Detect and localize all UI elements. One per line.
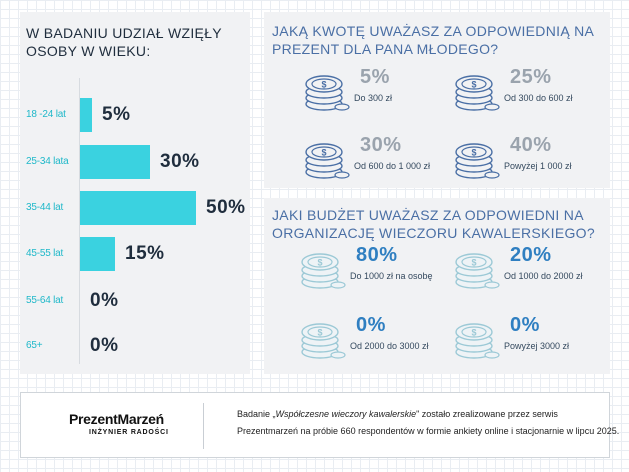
gift-amount-item: $40% Powyżej 1 000 zł (452, 134, 622, 184)
age-group-label: 35-44 lat (26, 202, 64, 213)
budget-amount-percent: 20% (510, 244, 552, 266)
footer-note-line-1: Badanie „Współczesne wieczory kawalerski… (237, 409, 558, 419)
gift-amount-label: Od 600 do 1 000 zł (354, 161, 431, 171)
svg-text:$: $ (317, 258, 322, 268)
coin-stack-icon: $ (452, 70, 500, 114)
coin-stack-icon: $ (298, 318, 346, 362)
gift-amount-percent: 40% (510, 134, 552, 156)
svg-text:$: $ (471, 328, 476, 338)
budget-amount-label: Od 2000 do 3000 zł (350, 341, 429, 351)
gift-amount-title: JAKĄ KWOTĘ UWAŻASZ ZA ODPOWIEDNIĄ NA PRE… (272, 23, 594, 57)
footer-divider (203, 403, 204, 449)
footer-note-suffix: " zostało zrealizowane przez serwis (416, 409, 558, 419)
age-group-label: 45-55 lat (26, 248, 64, 259)
age-group-label: 18 -24 lat (26, 109, 66, 120)
gift-amount-item: $30% Od 600 do 1 000 zł (302, 134, 472, 184)
age-group-label: 55-64 lat (26, 295, 64, 306)
age-group-percent: 0% (90, 335, 119, 356)
footer-note-prefix: Badanie „ (237, 409, 276, 419)
gift-amount-item: $5% Do 300 zł (302, 66, 472, 116)
svg-text:$: $ (471, 80, 476, 90)
budget-amount-percent: 0% (510, 314, 540, 336)
coin-stack-icon: $ (302, 70, 350, 114)
age-group-percent: 0% (90, 290, 119, 311)
gift-amount-label: Powyżej 1 000 zł (504, 161, 572, 171)
age-group-percent: 5% (102, 104, 131, 125)
age-group-label: 65+ (26, 340, 43, 351)
footer-study-title: Współczesne wieczory kawalerskie (275, 409, 417, 419)
age-group-label: 25-34 lata (26, 156, 69, 167)
age-chart-axis (79, 78, 80, 364)
budget-panel: JAKI BUDŻET UWAŻASZ ZA ODPOWIEDNI NA ORG… (264, 198, 610, 374)
budget-amount-label: Powyżej 3000 zł (504, 341, 570, 351)
budget-amount-item: $0% Od 2000 do 3000 zł (298, 314, 468, 364)
coin-stack-icon: $ (452, 318, 500, 362)
footer: PrezentMarzeń INŻYNIER RADOŚCI Badanie „… (20, 392, 619, 458)
gift-amount-item: $25% Od 300 do 600 zł (452, 66, 622, 116)
svg-text:$: $ (471, 148, 476, 158)
gift-amount-panel: JAKĄ KWOTĘ UWAŻASZ ZA ODPOWIEDNIĄ NA PRE… (264, 12, 610, 188)
brand-tagline: INŻYNIER RADOŚCI (89, 429, 169, 436)
budget-amount-percent: 80% (356, 244, 398, 266)
gift-amount-percent: 5% (360, 66, 390, 88)
gift-amount-percent: 30% (360, 134, 402, 156)
age-group-bar (80, 191, 196, 225)
coin-stack-icon: $ (298, 248, 346, 292)
coin-stack-icon: $ (452, 138, 500, 182)
gift-amount-label: Od 300 do 600 zł (504, 93, 573, 103)
svg-text:$: $ (321, 80, 326, 90)
budget-amount-item: $20% Od 1000 do 2000 zł (452, 244, 622, 294)
budget-amount-label: Od 1000 do 2000 zł (504, 271, 583, 281)
svg-text:$: $ (471, 258, 476, 268)
coin-stack-icon: $ (452, 248, 500, 292)
svg-text:$: $ (321, 148, 326, 158)
coin-stack-icon: $ (302, 138, 350, 182)
brand-logo: PrezentMarzeń (69, 411, 164, 427)
budget-amount-item: $0% Powyżej 3000 zł (452, 314, 622, 364)
budget-amount-item: $80% Do 1000 zł na osobę (298, 244, 468, 294)
svg-text:$: $ (317, 328, 322, 338)
budget-amount-percent: 0% (356, 314, 386, 336)
age-group-percent: 15% (125, 243, 165, 264)
age-group-percent: 50% (206, 197, 246, 218)
budget-title: JAKI BUDŻET UWAŻASZ ZA ODPOWIEDNI NA ORG… (272, 207, 595, 241)
gift-amount-label: Do 300 zł (354, 93, 393, 103)
age-group-percent: 30% (160, 151, 200, 172)
gift-amount-percent: 25% (510, 66, 552, 88)
age-group-bar (80, 98, 92, 132)
age-chart-panel: W BADANIU UDZIAŁ WZIĘŁY OSOBY W WIEKU: 1… (20, 12, 250, 374)
budget-amount-label: Do 1000 zł na osobę (350, 271, 433, 281)
age-chart-title: W BADANIU UDZIAŁ WZIĘŁY OSOBY W WIEKU: (26, 25, 222, 59)
age-group-bar (80, 237, 115, 271)
age-group-bar (80, 145, 150, 179)
footer-note-line-2: Prezentmarzeń na próbie 660 respondentów… (237, 426, 620, 436)
